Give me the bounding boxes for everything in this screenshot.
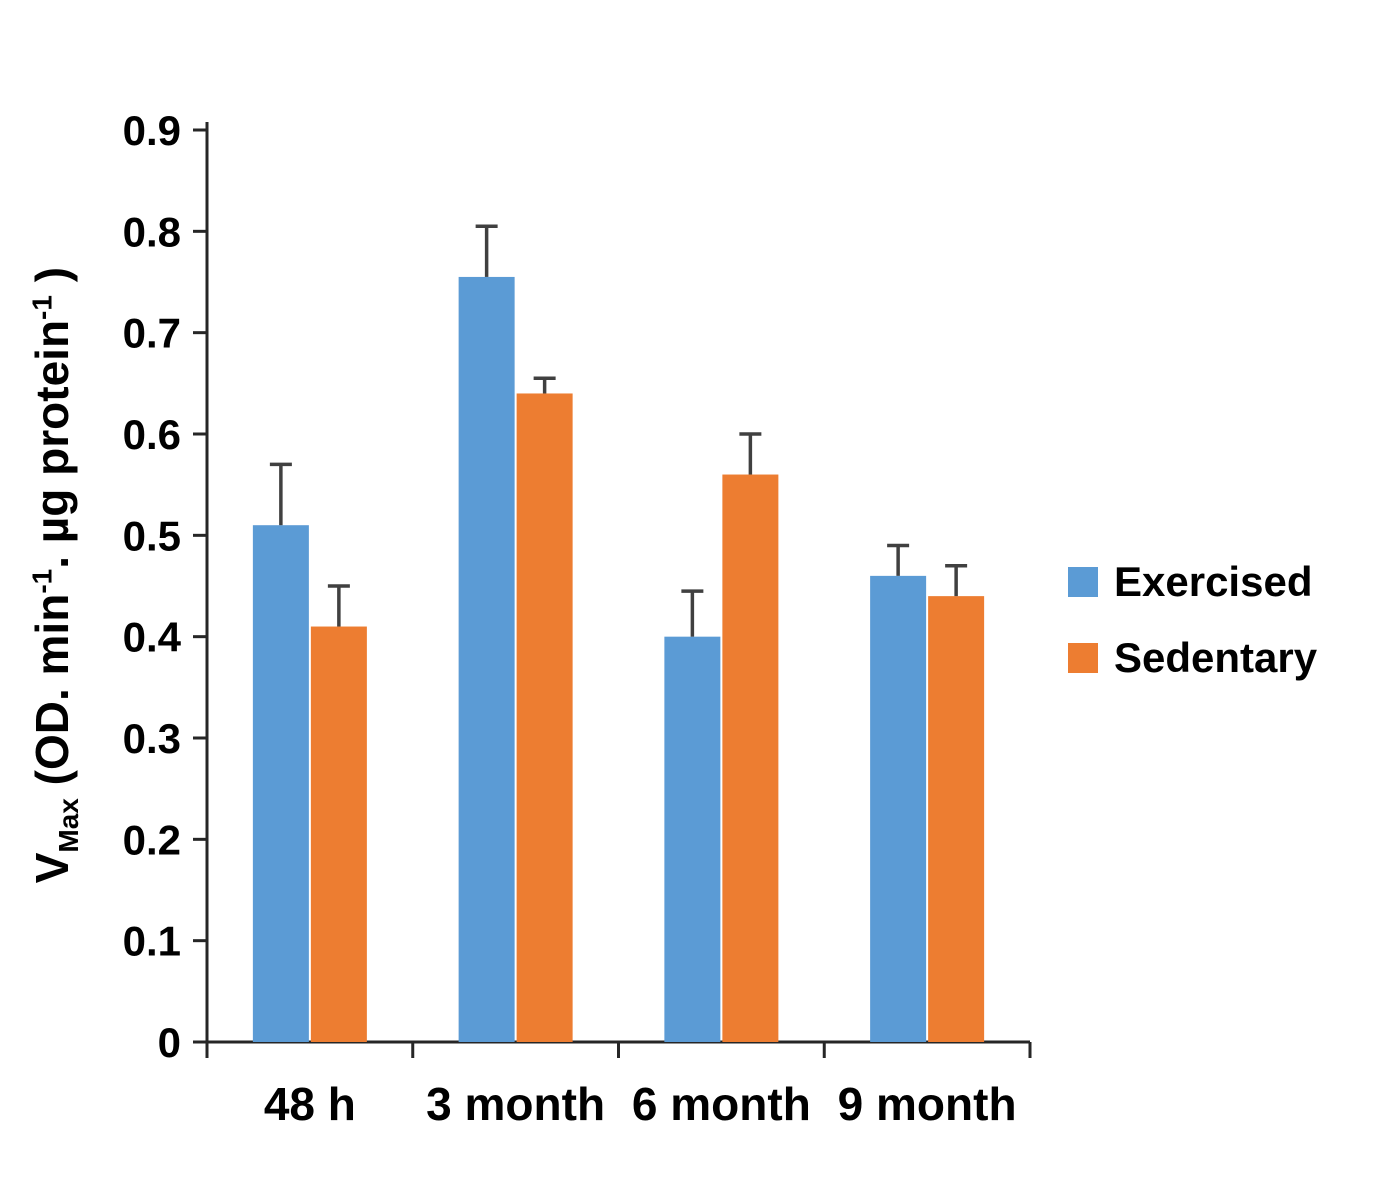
y-tick-label: 0.3	[123, 715, 181, 762]
y-tick-label: 0.9	[123, 107, 181, 154]
legend-swatch-exercised	[1068, 567, 1098, 597]
bar-exercised-9-month	[870, 575, 927, 1042]
legend-item-exercised: Exercised	[1068, 558, 1317, 606]
y-tick-label: 0.4	[123, 614, 182, 661]
bar-exercised-3-month	[458, 276, 515, 1042]
bar-sedentary-48-h	[310, 626, 367, 1042]
legend-item-sedentary: Sedentary	[1068, 634, 1317, 682]
x-category-label: 48 h	[264, 1078, 356, 1130]
legend-swatch-sedentary	[1068, 643, 1098, 673]
y-tick-label: 0.6	[123, 411, 181, 458]
chart-legend: Exercised Sedentary	[1068, 558, 1317, 682]
x-category-label: 3 month	[426, 1078, 605, 1130]
y-axis-title: VMax (OD. min-1. µg protein-1 )	[25, 266, 85, 884]
y-tick-label: 0.5	[123, 512, 181, 559]
x-category-label: 6 month	[632, 1078, 811, 1130]
y-tick-label: 0.7	[123, 310, 181, 357]
bar-sedentary-9-month	[928, 596, 985, 1042]
bar-sedentary-6-month	[722, 474, 779, 1042]
y-tick-label: 0.8	[123, 208, 181, 255]
legend-label-sedentary: Sedentary	[1114, 634, 1318, 681]
legend-label-exercised: Exercised	[1114, 558, 1313, 605]
x-category-label: 9 month	[838, 1078, 1017, 1130]
y-tick-label: 0	[158, 1019, 181, 1066]
y-tick-label: 0.1	[123, 918, 181, 965]
bar-exercised-48-h	[252, 525, 309, 1042]
y-tick-label: 0.2	[123, 816, 181, 863]
bar-exercised-6-month	[664, 636, 721, 1042]
bar-sedentary-3-month	[516, 393, 573, 1042]
